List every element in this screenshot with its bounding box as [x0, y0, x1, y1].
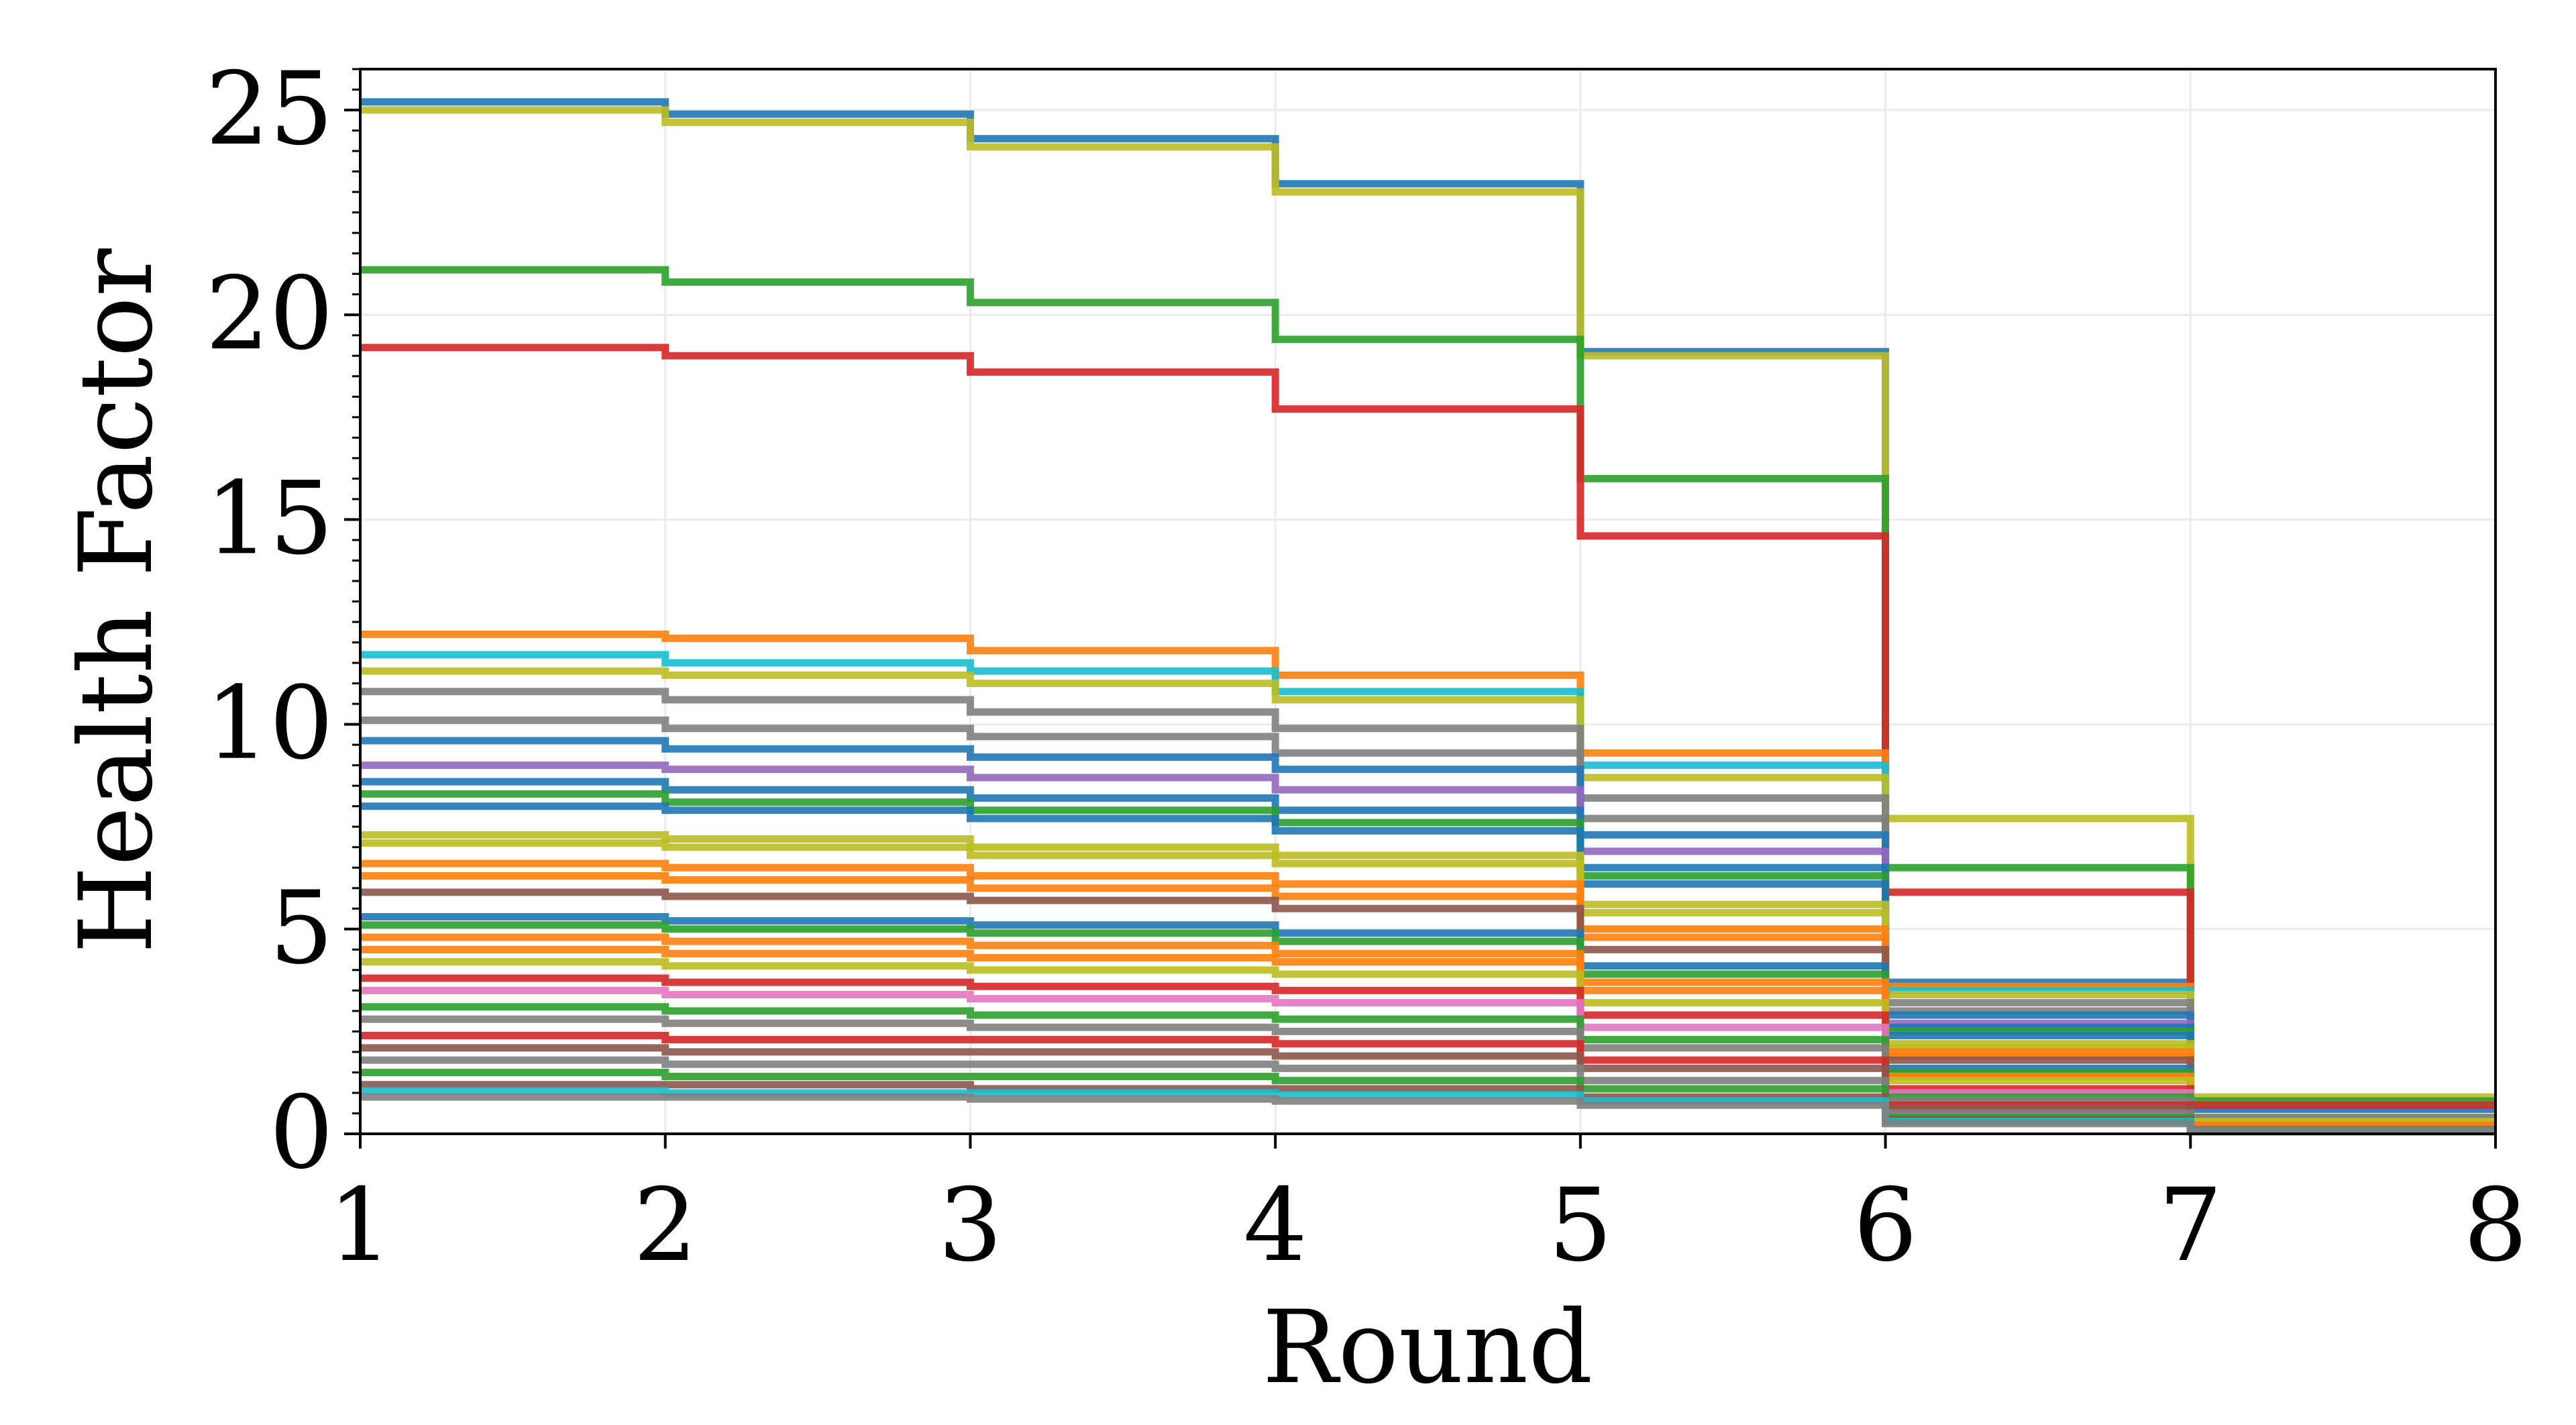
series-group: [360, 98, 2496, 1136]
y-axis-label: Health Factor: [58, 248, 175, 953]
series-line-30: [360, 1056, 2496, 1134]
series-line-8: [360, 717, 2496, 1126]
series-line-29: [360, 1044, 2496, 1134]
series-line-9: [360, 737, 2496, 1126]
x-axis-label: Round: [1263, 1289, 1593, 1406]
x-tick-label-6: 7: [2159, 1167, 2222, 1284]
series-line-28: [360, 1032, 2496, 1134]
series-line-6: [360, 667, 2496, 1122]
x-tick-label-3: 4: [1243, 1167, 1307, 1284]
series-line-16: [360, 859, 2496, 1130]
series-line-22: [360, 945, 2496, 1130]
series-line-19: [360, 913, 2496, 1130]
series-line-27: [360, 1015, 2496, 1134]
series-line-18: [360, 888, 2496, 1130]
x-tick-label-0: 1: [328, 1167, 392, 1284]
y-tick-label-0: 0: [270, 1075, 333, 1192]
series-line-14: [360, 831, 2496, 1126]
series-line-3: [360, 344, 2496, 1109]
series-line-17: [360, 872, 2496, 1130]
x-tick-label-4: 5: [1548, 1167, 1612, 1284]
y-tick-label-3: 15: [205, 460, 333, 577]
x-tick-label-1: 2: [633, 1167, 697, 1284]
series-line-2: [360, 266, 2496, 1105]
x-tick-label-7: 8: [2463, 1167, 2527, 1284]
series-line-10: [360, 761, 2496, 1126]
y-tick-label-1: 5: [270, 870, 333, 987]
series-line-23: [360, 958, 2496, 1134]
series-line-34: [360, 1093, 2496, 1136]
y-axis-ticks: 0 5 10 15 20 25: [205, 51, 360, 1192]
series-line-25: [360, 986, 2496, 1134]
series-line-5: [360, 651, 2496, 1122]
series-line-12: [360, 790, 2496, 1126]
series-line-13: [360, 802, 2496, 1126]
y-tick-label-2: 10: [205, 666, 333, 782]
series-line-11: [360, 778, 2496, 1126]
series-line-0: [360, 98, 2496, 1113]
series-line-20: [360, 921, 2496, 1130]
x-tick-label-5: 6: [1854, 1167, 1917, 1284]
y-tick-label-5: 25: [205, 51, 333, 168]
series-line-15: [360, 839, 2496, 1126]
series-line-24: [360, 974, 2496, 1134]
x-tick-label-2: 3: [938, 1167, 1002, 1284]
y-tick-label-4: 20: [205, 256, 333, 372]
series-line-26: [360, 1003, 2496, 1134]
series-line-1: [360, 106, 2496, 1101]
series-line-7: [360, 688, 2496, 1122]
series-line-4: [360, 630, 2496, 1122]
x-axis-ticks: 1 2 3 4 5 6 7 8: [328, 1134, 2528, 1284]
